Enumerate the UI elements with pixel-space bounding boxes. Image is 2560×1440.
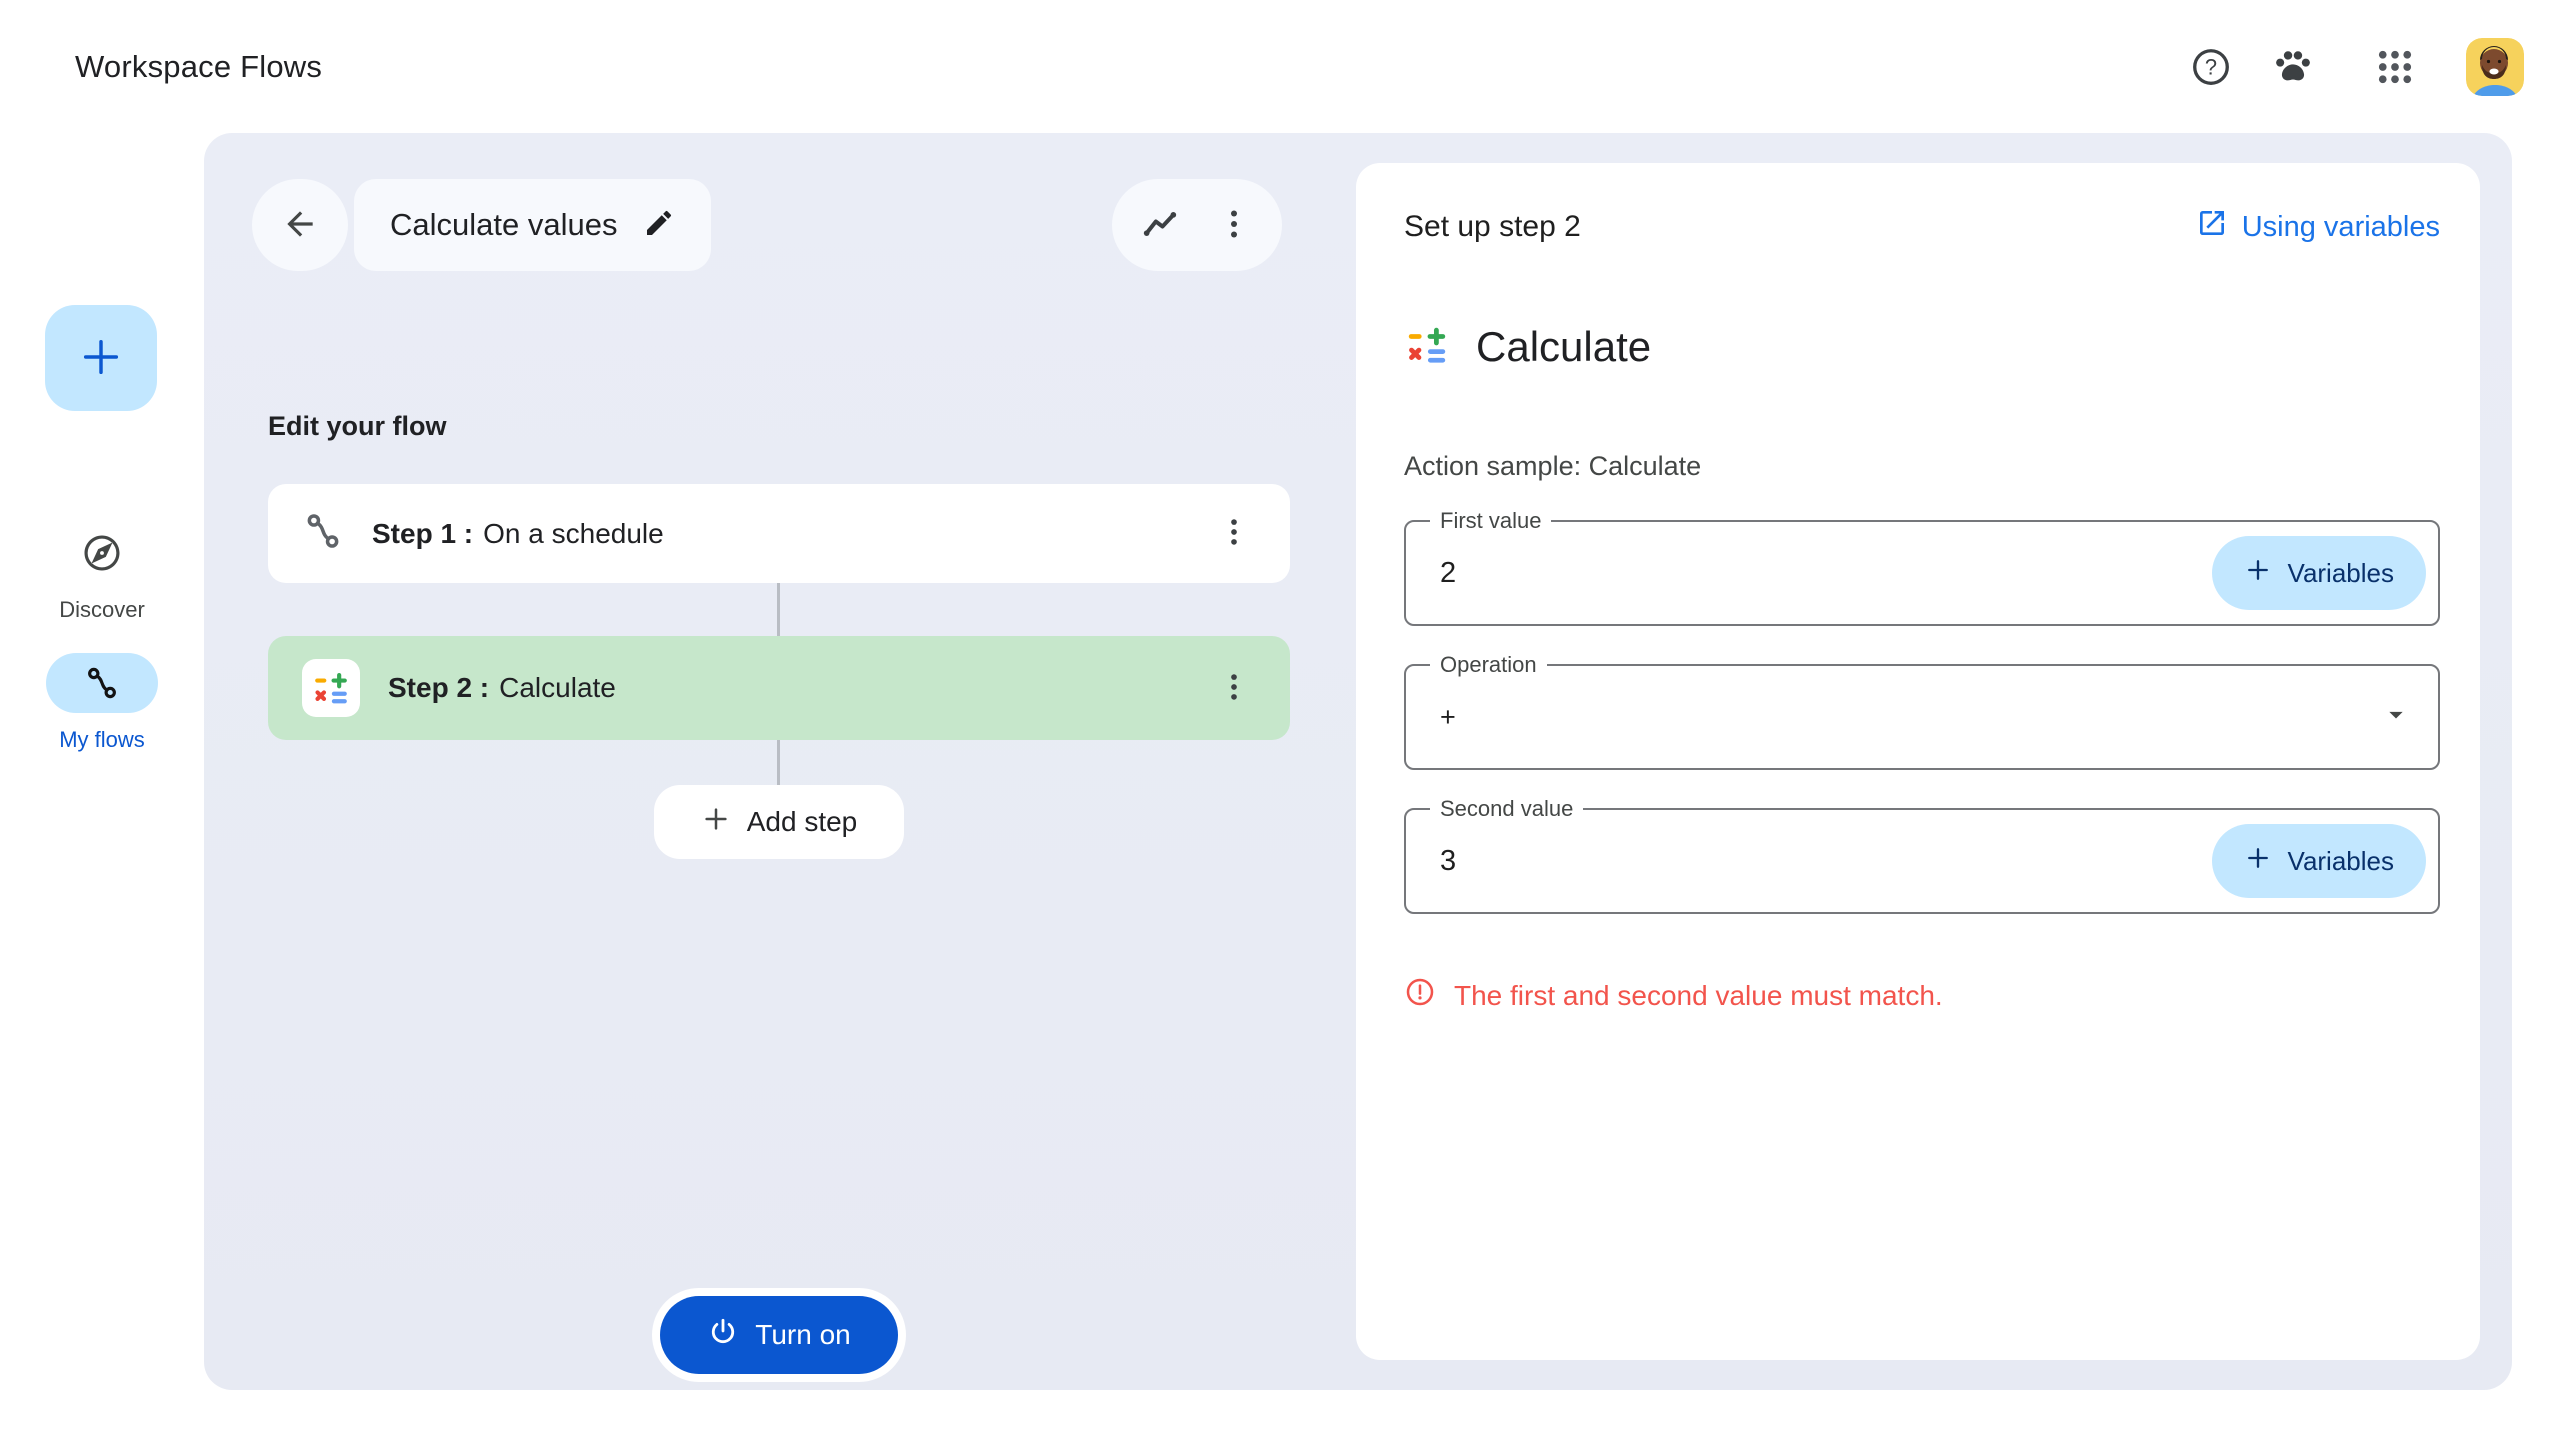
kebab-menu-icon (1216, 206, 1252, 245)
action-sample-text: Action sample: Calculate (1404, 451, 1702, 481)
plus-icon (78, 334, 124, 383)
apps-grid-icon (2374, 46, 2416, 88)
new-flow-button[interactable] (45, 305, 157, 411)
top-bar: Workspace Flows ? (0, 0, 2560, 133)
first-value-label: First value (1430, 508, 1552, 534)
second-value-variables-button[interactable]: Variables (2211, 824, 2426, 898)
step-2-label: Step 2 : Calculate (388, 672, 616, 703)
app-title: Workspace Flows (75, 48, 323, 84)
action-title: Calculate (1476, 323, 1652, 370)
plus-icon (701, 804, 731, 841)
edit-flow-heading: Edit your flow (268, 411, 447, 441)
second-value-label: Second value (1430, 796, 1584, 822)
step-1-label: Step 1 : On a schedule (372, 517, 664, 549)
action-title-row: Calculate (1404, 323, 2440, 371)
second-value-field[interactable]: Second value 3 Variables (1404, 796, 2440, 914)
sidebar-item-label: My flows (59, 727, 145, 752)
add-step-label: Add step (746, 806, 858, 837)
calculate-icon (302, 659, 360, 717)
svg-text:?: ? (2205, 54, 2217, 79)
operation-value: + (1440, 701, 1456, 732)
sidebar-item-my-flows[interactable]: My flows (0, 653, 204, 753)
paw-icon (2271, 45, 2315, 89)
dropdown-caret-icon (2380, 699, 2412, 736)
power-icon (707, 1316, 739, 1355)
flow-workspace: Calculate values Edit your flow (204, 133, 2512, 1390)
using-variables-label: Using variables (2241, 210, 2440, 243)
plus-icon (2244, 556, 2272, 591)
operation-dropdown[interactable]: Operation + (1404, 652, 2440, 770)
apps-grid-button[interactable] (2372, 44, 2418, 90)
step-1-menu-button[interactable] (1212, 512, 1256, 556)
step-2-menu-button[interactable] (1212, 666, 1256, 710)
step-setup-panel: Set up step 2 Using variables (1356, 163, 2480, 1360)
first-value-variables-button[interactable]: Variables (2211, 536, 2426, 610)
top-bar-actions: ? (2188, 37, 2524, 96)
kebab-menu-icon (1217, 515, 1251, 552)
validation-error: The first and second value must match. (1404, 976, 2440, 1015)
user-avatar[interactable] (2466, 37, 2524, 96)
panel-header: Set up step 2 Using variables (1404, 209, 2440, 245)
compass-icon (46, 523, 158, 583)
help-button[interactable]: ? (2188, 44, 2234, 90)
turn-on-label: Turn on (755, 1319, 851, 1350)
error-text: The first and second value must match. (1454, 979, 1943, 1011)
step-2-card[interactable]: Step 2 : Calculate (268, 636, 1290, 740)
back-button[interactable] (252, 179, 348, 271)
step-connector (777, 583, 780, 636)
flow-name-editor[interactable]: Calculate values (354, 179, 712, 271)
left-navigation-rail: Discover My flows (0, 133, 204, 1440)
sidebar-item-discover[interactable]: Discover (0, 523, 204, 623)
using-variables-link[interactable]: Using variables (2196, 207, 2440, 247)
flow-tools (1112, 179, 1282, 271)
add-step-button[interactable]: Add step (654, 785, 904, 859)
flow-overflow-menu-button[interactable] (1212, 203, 1256, 247)
line-chart-icon (1140, 204, 1180, 247)
flows-icon (46, 653, 158, 713)
open-in-new-icon (2196, 207, 2228, 247)
sidebar-item-label: Discover (59, 597, 145, 622)
calculate-icon (1404, 322, 1450, 373)
edit-pencil-icon (643, 207, 675, 244)
first-value-field[interactable]: First value 2 Variables (1404, 508, 2440, 626)
kebab-menu-icon (1217, 670, 1251, 707)
second-value-input[interactable]: 3 (1440, 844, 1457, 877)
first-value-input[interactable]: 2 (1440, 556, 1457, 589)
step-connector (777, 740, 780, 785)
step-1-card[interactable]: Step 1 : On a schedule (268, 484, 1290, 583)
plus-icon (2244, 844, 2272, 879)
turn-on-button[interactable]: Turn on (660, 1296, 898, 1374)
variables-label: Variables (2287, 845, 2394, 876)
error-icon (1404, 976, 1436, 1015)
back-arrow-icon (281, 205, 319, 246)
schedule-trigger-icon (302, 510, 344, 557)
flow-name: Calculate values (390, 207, 618, 242)
operation-label: Operation (1430, 652, 1547, 678)
pets-button[interactable] (2270, 44, 2316, 90)
variables-label: Variables (2287, 557, 2394, 588)
panel-title: Set up step 2 (1404, 210, 1581, 243)
help-icon: ? (2190, 46, 2232, 88)
analytics-button[interactable] (1138, 203, 1182, 247)
